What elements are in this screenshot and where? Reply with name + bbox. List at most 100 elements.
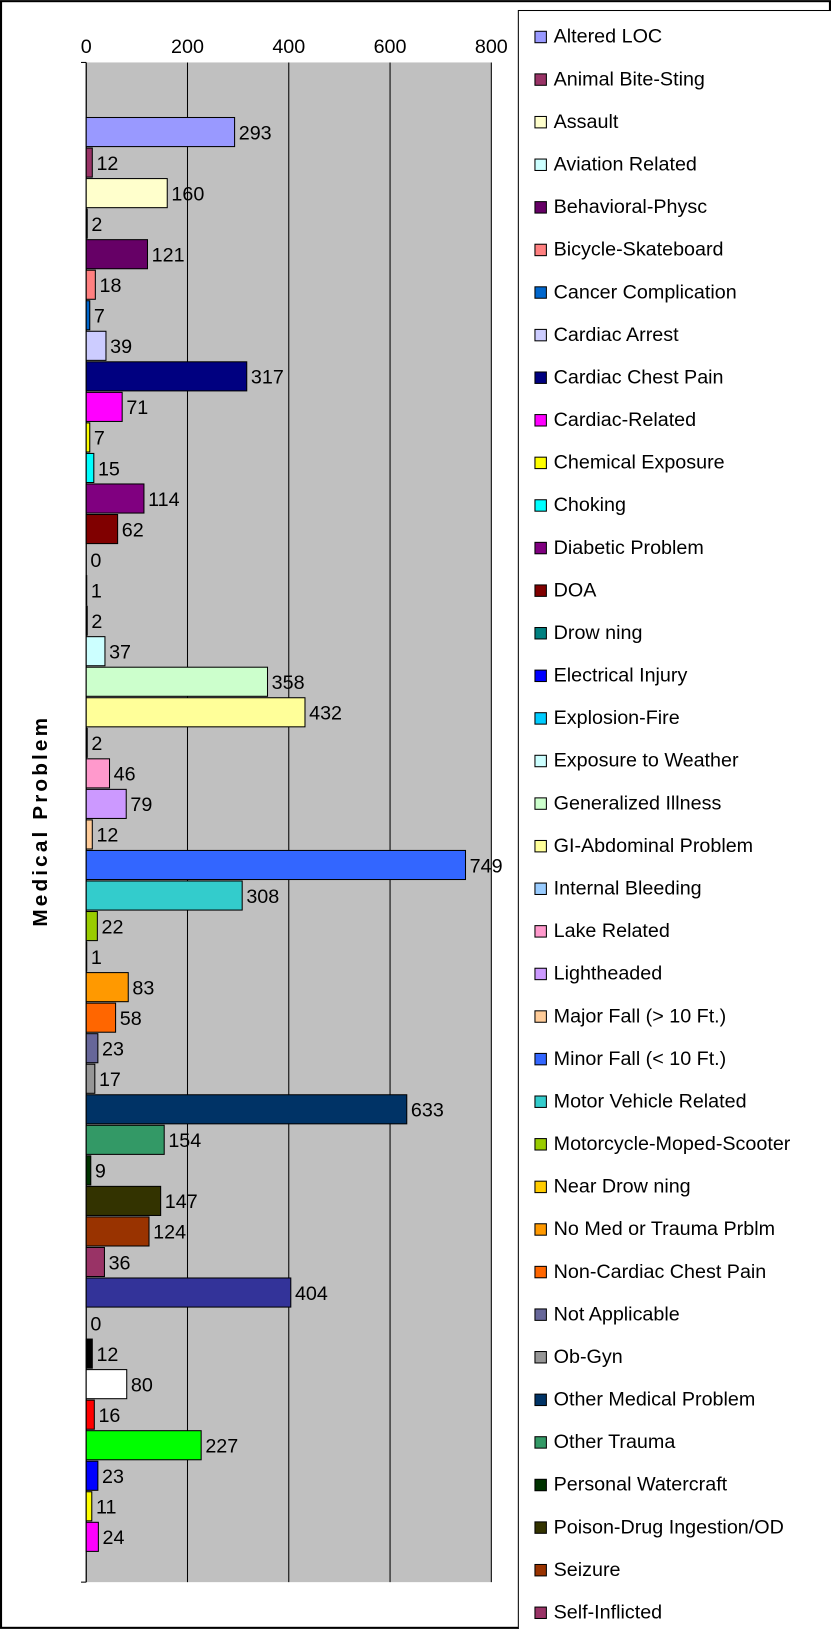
legend-label: Assault <box>554 111 619 133</box>
x-tick-label: 600 <box>374 36 407 58</box>
y-axis-title: Medical Problem <box>29 715 52 927</box>
value-label: 23 <box>102 1039 124 1061</box>
legend-label: Exposure to Weather <box>554 750 739 772</box>
bar <box>85 727 88 758</box>
bar <box>85 1430 202 1461</box>
legend-label: Non-Cardiac Chest Pain <box>554 1261 767 1283</box>
value-label: 71 <box>126 397 148 419</box>
value-label: 432 <box>309 703 342 725</box>
legend-swatch <box>534 1478 547 1492</box>
bar <box>85 1063 96 1094</box>
legend-label: Bicycle-Skateboard <box>554 239 724 261</box>
legend-label: Lightheaded <box>554 963 663 985</box>
value-label: 12 <box>96 1344 118 1366</box>
bar <box>85 1002 117 1033</box>
bar <box>85 697 306 728</box>
legend-swatch <box>534 1095 547 1108</box>
bar <box>85 1185 162 1216</box>
bar <box>85 1155 92 1186</box>
value-label: 7 <box>94 306 105 328</box>
legend-label: Drow ning <box>554 622 643 644</box>
value-label: 358 <box>272 672 305 694</box>
bar <box>85 391 123 422</box>
legend-swatch <box>534 754 547 768</box>
legend-swatch <box>534 201 547 214</box>
bar <box>85 605 88 636</box>
legend-label: Cardiac Chest Pain <box>554 366 724 388</box>
legend-swatch <box>534 115 547 129</box>
bar <box>85 300 91 331</box>
legend-label: No Med or Trauma Prblm <box>554 1218 775 1240</box>
value-label: 317 <box>251 367 284 389</box>
bar <box>85 1277 292 1308</box>
bar <box>85 178 168 209</box>
legend-swatch <box>534 1393 547 1407</box>
value-label: 12 <box>96 153 118 175</box>
legend-label: Motorcycle-Moped-Scooter <box>554 1133 791 1155</box>
legend-label: Other Medical Problem <box>554 1389 756 1411</box>
legend-label: Near Drow ning <box>554 1176 691 1198</box>
bar <box>85 452 95 484</box>
value-label: 79 <box>130 794 152 816</box>
bar <box>85 972 129 1003</box>
legend-label: Ob-Gyn <box>554 1346 623 1368</box>
legend-label: Cardiac-Related <box>554 409 696 431</box>
value-label: 46 <box>114 764 136 786</box>
legend-label: Personal Watercraft <box>554 1474 728 1496</box>
value-label: 1 <box>91 947 102 969</box>
bar <box>85 361 248 392</box>
legend-swatch <box>534 73 547 86</box>
value-label: 121 <box>152 244 185 266</box>
bar <box>85 1369 128 1400</box>
legend-swatch <box>534 1180 547 1194</box>
legend-swatch <box>534 1351 547 1364</box>
bar <box>85 147 93 178</box>
value-label: 58 <box>120 1008 142 1030</box>
value-label: 83 <box>132 977 154 999</box>
legend-swatch <box>534 967 547 981</box>
bar <box>85 941 88 972</box>
legend-swatch <box>534 627 547 640</box>
x-tick-label: 200 <box>171 36 204 58</box>
legend-swatch <box>534 712 547 725</box>
legend-label: Poison-Drug Ingestion/OD <box>554 1516 784 1538</box>
bar <box>85 910 98 942</box>
bar <box>85 666 269 697</box>
legend-swatch <box>534 158 547 171</box>
value-label: 23 <box>102 1466 124 1488</box>
value-label: 308 <box>246 886 279 908</box>
value-label: 1 <box>91 580 102 602</box>
bar <box>85 1216 150 1247</box>
value-label: 18 <box>99 275 121 297</box>
legend-swatch <box>534 925 547 938</box>
value-label: 114 <box>148 489 179 511</box>
bar <box>85 575 88 606</box>
legend-swatch <box>534 584 547 597</box>
legend-label: Electrical Injury <box>554 665 688 687</box>
legend-swatch <box>534 30 547 44</box>
value-label: 9 <box>95 1161 106 1183</box>
legend-label: Generalized Illness <box>554 792 722 814</box>
legend-swatch <box>534 414 547 427</box>
value-label: 37 <box>109 642 131 664</box>
legend-label: DOA <box>554 579 598 601</box>
bar <box>85 1521 99 1552</box>
bar <box>85 1338 93 1369</box>
legend-swatch <box>534 1010 547 1023</box>
bar <box>85 269 96 300</box>
value-label: 0 <box>90 550 101 572</box>
legend-label: Diabetic Problem <box>554 537 704 559</box>
legend-label: Aviation Related <box>554 153 697 175</box>
value-label: 2 <box>91 214 102 236</box>
legend-swatch <box>534 371 547 384</box>
legend-swatch <box>534 882 547 896</box>
legend-swatch <box>534 243 547 257</box>
bar <box>85 116 236 148</box>
value-label: 147 <box>165 1191 198 1213</box>
bar <box>85 1491 93 1522</box>
bar <box>85 422 91 453</box>
value-label: 633 <box>411 1100 444 1122</box>
legend-swatch <box>534 839 547 853</box>
bar <box>85 239 149 270</box>
